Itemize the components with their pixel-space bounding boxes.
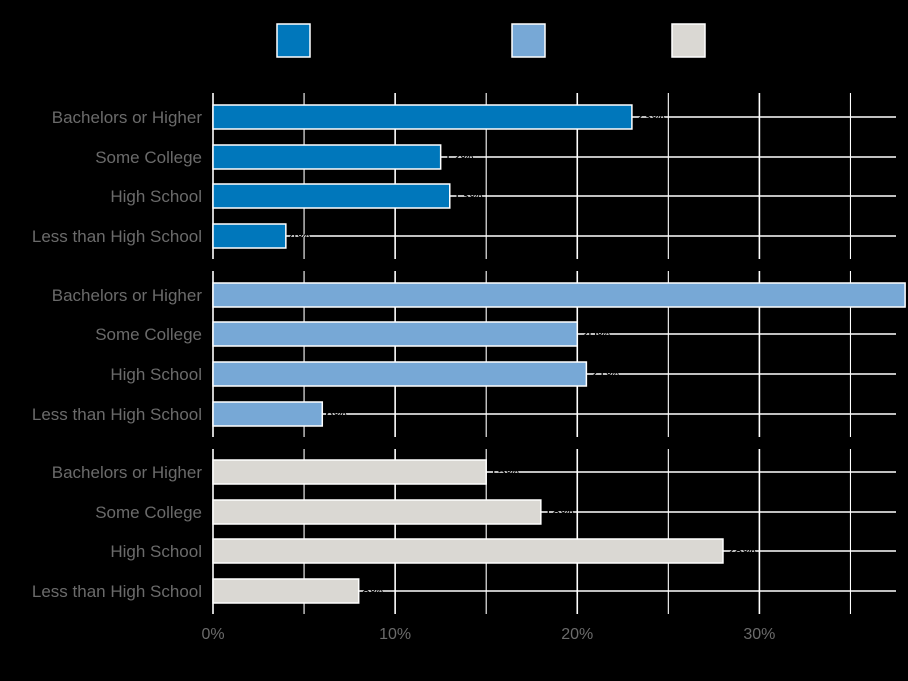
value-label: 15% <box>489 464 519 481</box>
value-label: 13% <box>453 188 483 205</box>
legend-swatch-2 <box>511 23 546 58</box>
value-label: 23% <box>635 109 665 126</box>
value-label: 28% <box>726 543 756 560</box>
category-label: Some College <box>95 148 202 167</box>
category-label: Less than High School <box>32 582 202 601</box>
value-label: 18% <box>544 504 574 521</box>
category-label: Bachelors or Higher <box>52 463 203 482</box>
value-label: 20% <box>580 326 610 343</box>
bar <box>212 459 487 485</box>
value-label: 12% <box>444 149 474 166</box>
x-tick-label: 10% <box>379 626 411 643</box>
category-label: Some College <box>95 503 202 522</box>
category-label: High School <box>110 187 202 206</box>
legend <box>276 23 706 58</box>
bar <box>212 578 360 604</box>
value-labels: 23% 12% 13% 4% 20% 21% 6% 15% 18% 28% 8% <box>289 109 756 600</box>
bar <box>212 104 633 130</box>
legend-swatch-3 <box>671 23 706 58</box>
value-label: 4% <box>289 228 311 245</box>
category-label: High School <box>110 365 202 384</box>
legend-swatch-1 <box>276 23 311 58</box>
x-tick-label: 20% <box>561 626 593 643</box>
bar <box>212 499 542 525</box>
value-label: 6% <box>325 406 347 423</box>
category-label: Bachelors or Higher <box>52 286 203 305</box>
value-label: 8% <box>362 583 384 600</box>
category-label: Less than High School <box>32 227 202 246</box>
category-labels: Bachelors or Higher Some College High Scho… <box>32 108 202 601</box>
x-axis-ticks: 0% 10% 20% 30% <box>201 626 775 643</box>
category-label: Less than High School <box>32 405 202 424</box>
bar <box>212 223 287 249</box>
category-label: High School <box>110 542 202 561</box>
bar <box>212 401 324 427</box>
bar <box>212 538 724 564</box>
category-label: Some College <box>95 325 202 344</box>
grid <box>212 93 896 614</box>
bar <box>212 144 442 170</box>
bar <box>212 321 579 347</box>
bar <box>212 361 588 387</box>
value-label: 21% <box>589 366 619 383</box>
x-tick-label: 30% <box>743 626 775 643</box>
bar <box>212 183 451 209</box>
category-label: Bachelors or Higher <box>52 108 203 127</box>
x-tick-label: 0% <box>201 626 224 643</box>
bars <box>212 104 906 604</box>
bar <box>212 282 906 308</box>
